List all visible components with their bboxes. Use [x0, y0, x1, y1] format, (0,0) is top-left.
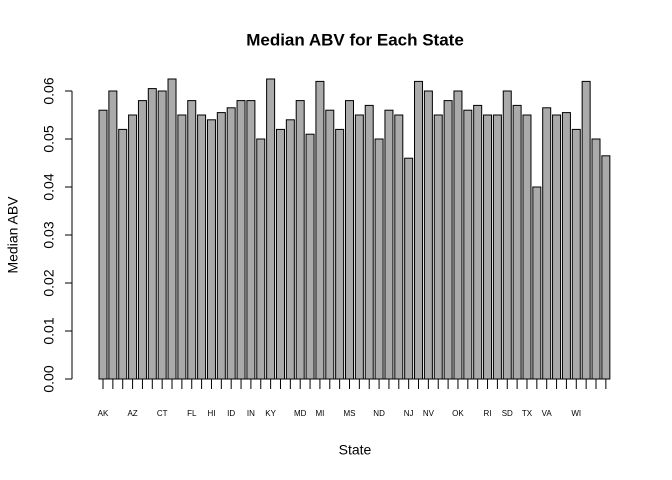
bar — [187, 100, 197, 380]
bar — [512, 104, 522, 380]
bar — [256, 138, 266, 380]
bar — [285, 119, 295, 380]
x-tick-label: SD — [502, 409, 513, 418]
x-tick-label: KY — [265, 409, 276, 418]
bar — [108, 90, 118, 380]
x-tick-label: ND — [373, 409, 385, 418]
bar — [552, 114, 562, 380]
bar — [502, 90, 512, 380]
bar — [177, 114, 187, 380]
y-tick-label: 0.05 — [41, 125, 57, 152]
bar — [364, 104, 374, 380]
bar — [197, 114, 207, 380]
x-tick-label: CT — [157, 409, 168, 418]
bar — [532, 186, 542, 380]
bar — [571, 128, 581, 380]
x-tick-label: VA — [542, 409, 553, 418]
chart-title: Median ABV for Each State — [246, 30, 464, 49]
bar — [275, 128, 285, 380]
x-tick-label: MS — [344, 409, 356, 418]
x-tick-label: RI — [484, 409, 492, 418]
bar — [423, 90, 433, 380]
bar — [118, 128, 128, 380]
x-tick-label: NJ — [404, 409, 414, 418]
x-axis-label: State — [339, 442, 372, 458]
x-tick-label: AK — [98, 409, 109, 418]
bar — [206, 119, 216, 380]
bar — [483, 114, 493, 380]
bar — [137, 100, 147, 380]
bar — [266, 78, 276, 380]
bar — [354, 114, 364, 380]
bar — [581, 80, 591, 380]
bar — [601, 155, 611, 380]
y-tick-label: 0.02 — [41, 269, 57, 296]
y-tick-label: 0.03 — [41, 221, 57, 248]
x-tick-label: IN — [247, 409, 255, 418]
bar — [147, 88, 157, 380]
x-tick-label: TX — [522, 409, 533, 418]
bar — [315, 80, 325, 380]
bar — [404, 157, 414, 380]
bar — [374, 138, 384, 380]
bar — [236, 100, 246, 380]
bar — [561, 112, 571, 380]
bar — [443, 100, 453, 380]
bar — [128, 114, 138, 380]
bar — [414, 80, 424, 380]
bar — [591, 138, 601, 380]
bar — [98, 109, 108, 380]
x-tick-label: AZ — [127, 409, 137, 418]
bar — [226, 107, 236, 380]
bar — [433, 114, 443, 380]
y-tick-label: 0.01 — [41, 317, 57, 344]
bar — [325, 109, 335, 380]
bar — [492, 114, 502, 380]
y-tick-label: 0.04 — [41, 173, 57, 200]
bar — [295, 100, 305, 380]
bar — [157, 90, 167, 380]
y-tick-label: 0.00 — [41, 365, 57, 392]
y-axis-label: Median ABV — [5, 196, 21, 274]
bar — [542, 107, 552, 380]
x-tick-label: NV — [423, 409, 435, 418]
x-tick-label: MI — [315, 409, 324, 418]
bar — [305, 133, 315, 380]
bar — [473, 104, 483, 380]
bar — [394, 114, 404, 380]
y-tick-label: 0.06 — [41, 77, 57, 104]
bar — [522, 114, 532, 380]
bar — [335, 128, 345, 380]
bar — [384, 109, 394, 380]
x-tick-label: OK — [452, 409, 464, 418]
x-tick-label: HI — [207, 409, 215, 418]
x-tick-label: ID — [227, 409, 235, 418]
bar — [167, 78, 177, 380]
x-tick-label: FL — [187, 409, 197, 418]
x-tick-label: MD — [294, 409, 307, 418]
bar — [216, 112, 226, 380]
x-tick-label: WI — [571, 409, 581, 418]
bar — [246, 100, 256, 380]
bar — [345, 100, 354, 380]
bar — [463, 109, 473, 380]
bar — [453, 90, 463, 380]
